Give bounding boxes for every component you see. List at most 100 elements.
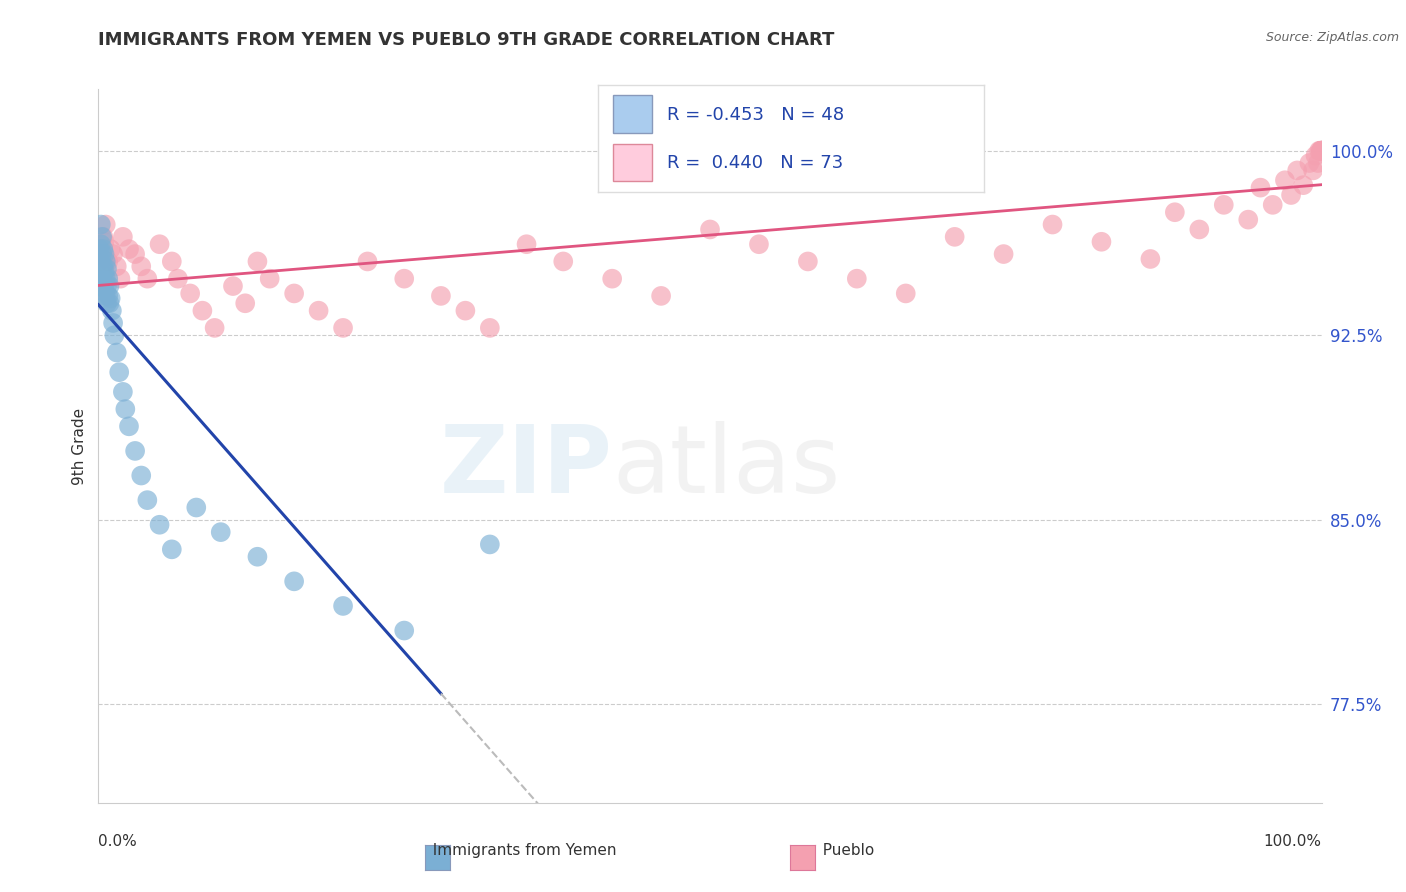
Point [392, 271, 416, 285]
Point [392, 624, 416, 638]
Point [1286, 163, 1309, 178]
Point [129, 468, 152, 483]
Point [1310, 144, 1333, 158]
Point [90, 242, 112, 256]
Point [943, 230, 966, 244]
Text: IMMIGRANTS FROM YEMEN VS PUEBLO 9TH GRADE CORRELATION CHART: IMMIGRANTS FROM YEMEN VS PUEBLO 9TH GRAD… [98, 31, 835, 49]
Point [160, 542, 183, 557]
Text: Source: ZipAtlas.com: Source: ZipAtlas.com [1265, 31, 1399, 45]
Point [1237, 212, 1260, 227]
Point [1188, 222, 1211, 236]
Text: 0.0%: 0.0% [98, 834, 138, 849]
Point [101, 247, 124, 261]
Point [246, 254, 269, 268]
Point [114, 402, 136, 417]
Text: 100.0%: 100.0% [1264, 834, 1322, 849]
Point [1292, 178, 1315, 193]
Text: Immigrants from Yemen: Immigrants from Yemen [423, 843, 617, 858]
Point [332, 599, 354, 613]
Text: Pueblo: Pueblo [813, 843, 875, 858]
Point [93, 247, 115, 261]
Point [1310, 144, 1333, 158]
Point [91, 247, 114, 261]
Point [1309, 144, 1331, 158]
Point [149, 517, 172, 532]
Point [94, 254, 117, 268]
Point [1298, 156, 1320, 170]
Text: R = -0.453   N = 48: R = -0.453 N = 48 [666, 106, 844, 124]
Point [283, 286, 305, 301]
Point [96, 279, 118, 293]
Point [160, 254, 183, 268]
Point [186, 500, 208, 515]
Point [478, 321, 501, 335]
Y-axis label: 9th Grade: 9th Grade [72, 408, 87, 484]
Point [1310, 144, 1333, 158]
Point [94, 271, 117, 285]
Point [100, 291, 122, 305]
Point [259, 271, 281, 285]
Point [91, 230, 114, 244]
Point [1042, 218, 1064, 232]
Point [111, 230, 134, 244]
Point [283, 574, 305, 589]
Point [845, 271, 868, 285]
Point [136, 493, 159, 508]
Point [101, 316, 124, 330]
Point [1261, 198, 1284, 212]
Point [90, 218, 112, 232]
Point [91, 260, 114, 274]
Point [94, 289, 117, 303]
Point [204, 321, 226, 335]
Point [1310, 144, 1333, 158]
Point [478, 537, 501, 551]
Point [89, 242, 111, 256]
Point [993, 247, 1015, 261]
Point [124, 247, 146, 261]
Point [1305, 148, 1327, 162]
Point [1308, 144, 1330, 158]
Point [1302, 163, 1324, 178]
Point [91, 242, 114, 256]
Point [650, 289, 672, 303]
Point [89, 254, 111, 268]
Point [93, 281, 115, 295]
Point [91, 247, 114, 261]
Point [167, 271, 190, 285]
Point [699, 222, 721, 236]
Point [93, 264, 115, 278]
Point [1164, 205, 1187, 219]
Point [98, 296, 121, 310]
Point [209, 525, 232, 540]
Point [1310, 144, 1333, 158]
Point [797, 254, 820, 268]
Point [233, 296, 256, 310]
Point [118, 419, 141, 434]
Point [191, 303, 214, 318]
Point [89, 279, 111, 293]
Point [89, 261, 111, 276]
Point [90, 237, 112, 252]
Point [1310, 144, 1333, 158]
Point [96, 296, 118, 310]
Point [748, 237, 770, 252]
Point [356, 254, 378, 268]
Point [136, 271, 159, 285]
Point [118, 242, 141, 256]
Point [110, 271, 132, 285]
Point [124, 444, 146, 458]
Bar [613, 144, 651, 181]
Point [100, 242, 122, 256]
Point [91, 277, 114, 291]
Point [96, 261, 118, 276]
Point [93, 235, 115, 249]
Point [90, 271, 112, 285]
Point [1310, 144, 1333, 158]
Point [94, 218, 117, 232]
Text: atlas: atlas [612, 421, 841, 514]
Point [1279, 188, 1302, 202]
Bar [613, 95, 651, 133]
Point [108, 365, 131, 379]
Point [98, 279, 121, 293]
Point [149, 237, 172, 252]
